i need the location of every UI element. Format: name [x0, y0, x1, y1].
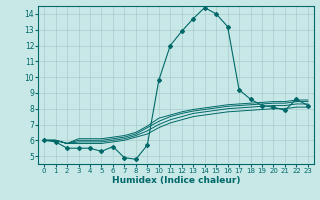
X-axis label: Humidex (Indice chaleur): Humidex (Indice chaleur) [112, 176, 240, 185]
